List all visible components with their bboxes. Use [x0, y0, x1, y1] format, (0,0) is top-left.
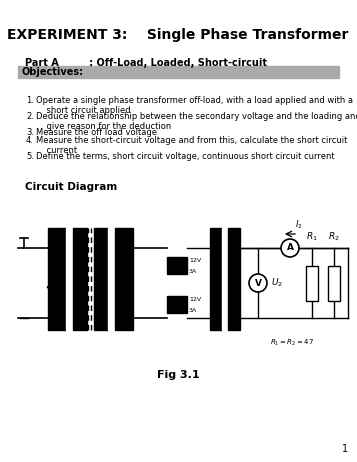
Text: Define the terms, short circuit voltage, continuous short circuit current: Define the terms, short circuit voltage,…	[36, 152, 335, 161]
Text: Fig 3.1: Fig 3.1	[157, 370, 199, 380]
Bar	[115, 228, 133, 330]
Circle shape	[249, 274, 267, 292]
Bar	[228, 228, 240, 330]
Text: 5.: 5.	[26, 152, 34, 161]
Bar	[48, 228, 66, 330]
Text: A: A	[287, 243, 293, 253]
Bar	[167, 296, 187, 313]
Text: 12V: 12V	[189, 297, 201, 302]
Text: 4.: 4.	[26, 136, 34, 145]
Text: $I_2$: $I_2$	[295, 219, 303, 231]
Bar	[18, 66, 339, 78]
Text: 2.: 2.	[26, 112, 34, 121]
Text: 3A: 3A	[189, 308, 197, 313]
Text: $U_2$: $U_2$	[271, 277, 283, 289]
Text: Measure the off load voltage: Measure the off load voltage	[36, 128, 157, 137]
Text: 1.: 1.	[26, 96, 34, 105]
Text: $R_1 = R_2 = 47$: $R_1 = R_2 = 47$	[270, 338, 314, 348]
Bar	[210, 228, 222, 330]
Text: Circuit Diagram: Circuit Diagram	[25, 182, 117, 192]
Bar	[328, 266, 340, 300]
Text: 3.: 3.	[26, 128, 34, 137]
Bar	[167, 257, 187, 274]
Text: Deduce the relationship between the secondary voltage and the loading and
    gi: Deduce the relationship between the seco…	[36, 112, 357, 131]
Bar	[108, 228, 115, 330]
Text: $R_1$: $R_1$	[306, 231, 318, 243]
Text: 1: 1	[342, 444, 348, 454]
Bar	[222, 228, 228, 330]
Text: V: V	[255, 279, 261, 287]
Text: 12V: 12V	[189, 258, 201, 263]
Bar	[66, 228, 73, 330]
Circle shape	[281, 239, 299, 257]
Text: EXPERIMENT 3:    Single Phase Transformer: EXPERIMENT 3: Single Phase Transformer	[7, 28, 349, 42]
Bar	[94, 228, 108, 330]
Bar	[73, 228, 87, 330]
Text: Operate a single phase transformer off-load, with a load applied and with a
    : Operate a single phase transformer off-l…	[36, 96, 353, 116]
Text: Measure the short-circuit voltage and from this, calculate the short circuit
   : Measure the short-circuit voltage and fr…	[36, 136, 347, 155]
Text: Part A         : Off-Load, Loaded, Short-circuit: Part A : Off-Load, Loaded, Short-circuit	[25, 58, 267, 68]
Text: Objectives:: Objectives:	[22, 67, 84, 77]
Text: 3A: 3A	[189, 269, 197, 274]
Bar	[306, 266, 318, 300]
Text: $R_2$: $R_2$	[328, 231, 340, 243]
